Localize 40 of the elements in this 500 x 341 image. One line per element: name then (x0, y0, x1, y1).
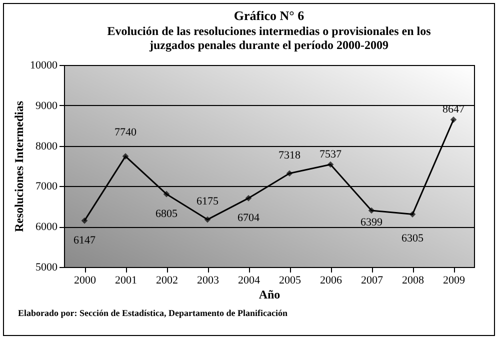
chart-subtitle: Evolución de las resoluciones intermedias o provisionales en los juzgados penales durante el período 2000-2009 (107, 24, 432, 52)
data-label: 6305 (402, 232, 424, 244)
y-tick-label: 5000 (36, 262, 58, 274)
point (81, 218, 88, 224)
x-tick-label: 2007 (361, 274, 384, 286)
data-label: 6704 (238, 212, 260, 224)
point (327, 161, 334, 168)
data-label: 7318 (278, 149, 301, 162)
point (286, 170, 293, 177)
y-tick-label: 9000 (36, 100, 58, 112)
point (450, 116, 457, 123)
y-tick-label: 10000 (30, 60, 58, 72)
x-tick-label: 2009 (443, 274, 466, 286)
x-tick-label: 2003 (197, 274, 220, 286)
x-tick-label: 2001 (115, 274, 137, 286)
point (204, 216, 211, 223)
data-label: 6399 (360, 216, 383, 228)
data-label: 6805 (156, 208, 178, 220)
x-tick-label: 2005 (279, 274, 302, 286)
x-tick-label: 2004 (238, 274, 260, 286)
y-tick-label: 7000 (36, 180, 58, 193)
x-tick-label: 2000 (74, 274, 96, 286)
data-label: 7740 (114, 126, 137, 138)
data-label: 6147 (74, 234, 96, 247)
point (368, 207, 375, 214)
data-label: 6175 (196, 196, 219, 208)
point (409, 211, 416, 218)
point (245, 194, 252, 202)
point (163, 190, 170, 198)
y-tick-label: 6000 (36, 221, 58, 234)
x-tick-label: 2008 (402, 274, 424, 286)
point (122, 153, 129, 160)
x-tick-label: 2002 (156, 274, 178, 286)
x-tick-label: 2006 (320, 274, 342, 286)
x-axis-title: Año (258, 288, 280, 302)
y-tick-label: 8000 (36, 140, 58, 152)
y-axis-title: Resoluciones Intermedias (12, 100, 26, 232)
chart-title: Gráfico N° 6 (234, 8, 305, 23)
data-label: 7537 (320, 148, 342, 161)
text: Elaborado por: Sección de Estadística, Departamento de Planificación (18, 308, 288, 318)
